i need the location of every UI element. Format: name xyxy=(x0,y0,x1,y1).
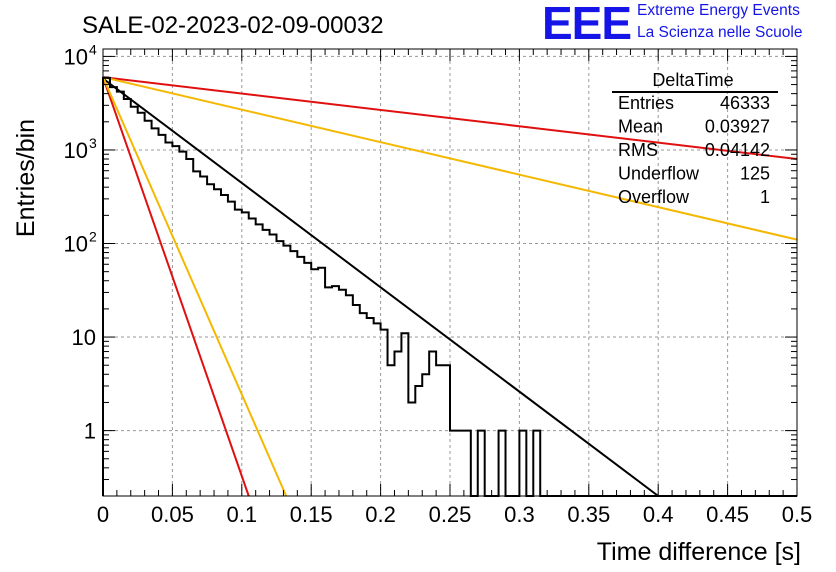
x-tick-label: 0 xyxy=(97,502,109,527)
stats-label: Overflow xyxy=(618,187,690,207)
fit-lines xyxy=(102,76,798,497)
stats-box: DeltaTime Entries 46333 Mean 0.03927 RMS 0.041… xyxy=(612,70,778,207)
x-tick-label: 0.45 xyxy=(706,502,749,527)
y-tick-label: 1 xyxy=(84,419,96,444)
fit-line-3 xyxy=(102,76,798,241)
logo-line-1: Extreme Energy Events xyxy=(637,2,800,19)
y-tick-label: 10 xyxy=(64,44,88,69)
y-tick-label: 10 xyxy=(72,325,96,350)
stats-value: 125 xyxy=(740,164,770,184)
y-tick-exponent: 3 xyxy=(89,135,97,151)
stats-label: Mean xyxy=(618,117,663,137)
y-tick-label: 10 xyxy=(64,232,88,257)
fit-line-5 xyxy=(102,76,288,497)
stats-label: Underflow xyxy=(618,164,700,184)
fit-line-4 xyxy=(102,76,250,497)
grid xyxy=(103,49,797,496)
chart-title: SALE-02-2023-02-09-00032 xyxy=(82,12,384,39)
logo-line-2: La Scienza nelle Scuole xyxy=(637,24,803,41)
eee-logo: EEE xyxy=(542,0,632,49)
fit-line-2 xyxy=(102,76,798,161)
x-tick-label: 0.4 xyxy=(643,502,674,527)
stats-value: 0.03927 xyxy=(705,117,770,137)
x-tick-label: 0.35 xyxy=(567,502,610,527)
x-tick-label: 0.3 xyxy=(504,502,535,527)
x-tick-label: 0.15 xyxy=(290,502,333,527)
stats-label: Entries xyxy=(618,93,674,113)
x-tick-label: 0.5 xyxy=(782,502,813,527)
y-axis-label: Entries/bin xyxy=(12,119,40,237)
x-tick-label: 0.1 xyxy=(227,502,258,527)
stats-title: DeltaTime xyxy=(652,70,733,90)
y-tick-label: 10 xyxy=(64,138,88,163)
x-tick-label: 0.25 xyxy=(429,502,472,527)
stats-label: RMS xyxy=(618,140,658,160)
axes: 0 0.05 0.1 0.15 0.2 0.25 0.3 0.35 0.4 0.45 0.5 1 10 1… xyxy=(64,41,813,527)
stats-value: 0.04142 xyxy=(705,140,770,160)
fit-line-1 xyxy=(102,77,659,497)
y-tick-exponent: 2 xyxy=(89,229,97,245)
y-tick-exponent: 4 xyxy=(89,41,97,57)
x-tick-label: 0.2 xyxy=(365,502,396,527)
x-tick-label: 0.05 xyxy=(151,502,194,527)
stats-value: 46333 xyxy=(720,93,770,113)
stats-value: 1 xyxy=(760,187,770,207)
x-axis-label: Time difference [s] xyxy=(597,538,801,566)
